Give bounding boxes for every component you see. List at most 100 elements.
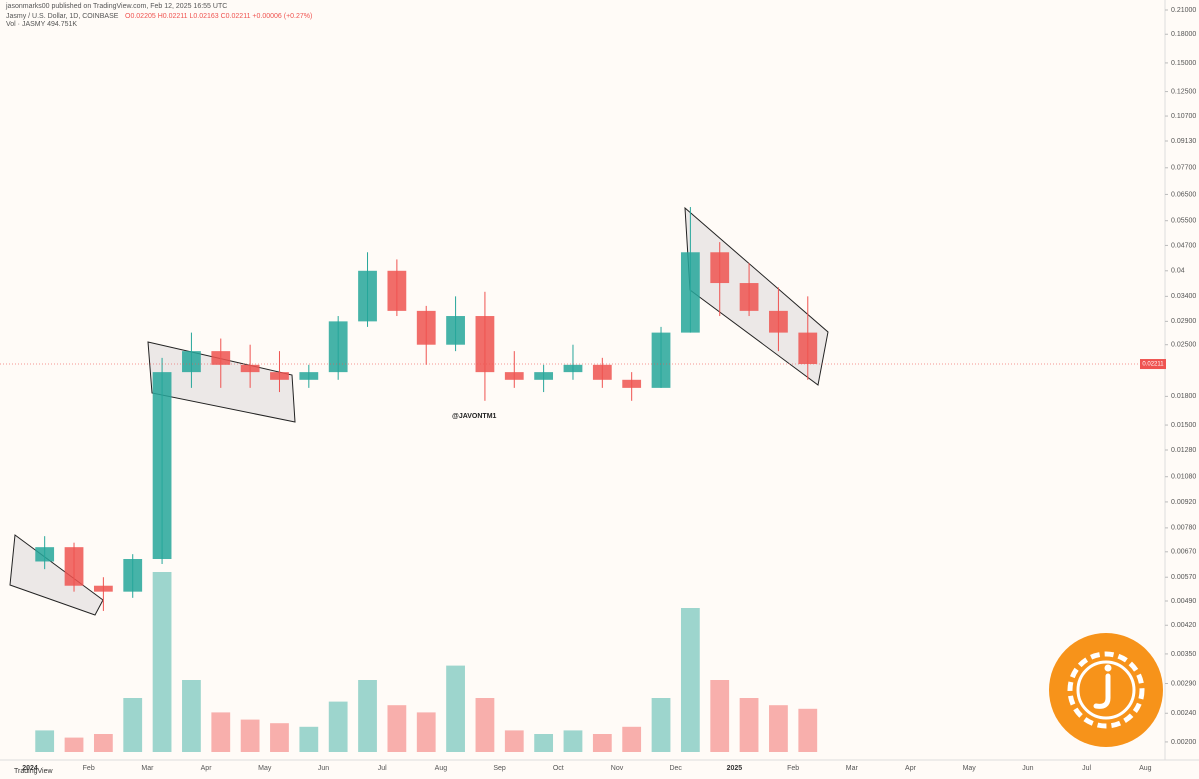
volume-bar bbox=[651, 698, 671, 752]
y-tick-label: 0.10700 bbox=[1171, 113, 1196, 120]
x-tick-label: Aug bbox=[1139, 765, 1152, 772]
y-tick-label: 0.01080 bbox=[1171, 474, 1196, 481]
x-tick-label: Jun bbox=[1022, 765, 1033, 772]
volume-bar bbox=[270, 723, 289, 752]
volume-bar bbox=[475, 698, 495, 752]
candle-body bbox=[240, 364, 260, 373]
x-tick-label: Feb bbox=[83, 765, 95, 772]
volume-bar bbox=[64, 737, 84, 752]
candle-body bbox=[123, 559, 143, 592]
logo-dot bbox=[1104, 664, 1112, 672]
candle-body bbox=[299, 372, 319, 380]
candle-body bbox=[35, 547, 55, 562]
y-tick-label: 0.00490 bbox=[1171, 598, 1196, 605]
logo-j bbox=[1093, 673, 1111, 709]
x-tick-label: Jul bbox=[378, 765, 387, 772]
y-tick-label: 0.00920 bbox=[1171, 499, 1196, 506]
x-tick-label: Dec bbox=[669, 765, 682, 772]
y-tick-label: 0.00200 bbox=[1171, 739, 1196, 746]
volume-bar bbox=[563, 730, 583, 752]
y-tick-label: 0.00350 bbox=[1171, 651, 1196, 658]
volume-bar bbox=[152, 572, 172, 752]
last-price-tag bbox=[1140, 359, 1166, 370]
y-tick-label: 0.00420 bbox=[1171, 622, 1196, 629]
x-tick-label: May bbox=[963, 765, 977, 772]
volume-bar bbox=[416, 712, 436, 752]
y-tick-label: 0.01800 bbox=[1171, 393, 1196, 400]
volume-bar bbox=[769, 705, 788, 752]
y-tick-label: 0.00570 bbox=[1171, 574, 1196, 581]
y-tick-label: 0.02900 bbox=[1171, 318, 1196, 325]
candle-body bbox=[710, 252, 730, 284]
x-tick-label: 2025 bbox=[727, 765, 743, 772]
candle-body bbox=[739, 283, 759, 311]
y-tick-label: 0.01280 bbox=[1171, 447, 1196, 454]
volume-bar bbox=[680, 608, 700, 752]
candle-body bbox=[680, 252, 700, 333]
volume-bar bbox=[328, 701, 348, 752]
volume-bar bbox=[93, 734, 113, 752]
logo bbox=[1049, 633, 1163, 747]
ohlc: O0.02205 H0.02211 L0.02163 C0.02211 +0.0… bbox=[125, 13, 312, 20]
y-tick-label: 0.03400 bbox=[1171, 293, 1196, 300]
x-tick-label: Apr bbox=[905, 765, 917, 772]
candle-body bbox=[446, 316, 465, 345]
x-tick-label: Mar bbox=[141, 765, 154, 772]
footer: TradingView bbox=[14, 768, 53, 775]
volume-bar bbox=[123, 698, 143, 752]
y-tick-label: 0.09130 bbox=[1171, 138, 1196, 145]
volume-bar bbox=[710, 680, 730, 752]
volume-bar bbox=[739, 698, 759, 752]
y-tick-label: 0.07700 bbox=[1171, 165, 1196, 172]
last-price-label: 0.02211 bbox=[1142, 362, 1164, 368]
y-tick-label: 0.01500 bbox=[1171, 422, 1196, 429]
y-tick-label: 0.04700 bbox=[1171, 242, 1196, 249]
candle-body bbox=[328, 321, 348, 373]
volume-bar bbox=[504, 730, 524, 752]
x-tick-label: Jul bbox=[1082, 765, 1091, 772]
volume-label: Vol · JASMY 494.751K bbox=[6, 21, 77, 28]
y-tick-label: 0.06500 bbox=[1171, 191, 1196, 198]
volume-bar bbox=[211, 712, 231, 752]
y-tick-label: 0.18000 bbox=[1171, 31, 1196, 38]
candle-body bbox=[622, 379, 642, 388]
candle-body bbox=[64, 547, 84, 586]
logo-ring bbox=[1076, 660, 1136, 720]
x-tick-label: Sep bbox=[493, 765, 506, 772]
candle-body bbox=[387, 270, 407, 311]
volume-bar bbox=[299, 726, 319, 752]
publisher: jasonmarks00 published on TradingView.co… bbox=[5, 3, 227, 10]
volume-bar bbox=[446, 665, 465, 752]
x-tick-label: Apr bbox=[201, 765, 213, 772]
x-tick-label: Nov bbox=[611, 765, 624, 772]
y-tick-label: 0.00780 bbox=[1171, 525, 1196, 532]
volume-bar bbox=[182, 680, 201, 752]
y-tick-label: 0.05500 bbox=[1171, 218, 1196, 225]
candle-body bbox=[182, 351, 201, 373]
y-tick-label: 0.00670 bbox=[1171, 549, 1196, 556]
y-tick-label: 0.21000 bbox=[1171, 7, 1196, 14]
watermark: @JAVONTM1 bbox=[452, 413, 497, 420]
candle-body bbox=[93, 585, 113, 592]
candle-body bbox=[769, 310, 788, 333]
x-tick-label: Jun bbox=[318, 765, 329, 772]
x-tick-label: May bbox=[258, 765, 272, 772]
volume-bar bbox=[798, 708, 818, 752]
candle-body bbox=[416, 310, 436, 345]
y-tick-label: 0.04 bbox=[1171, 268, 1185, 275]
volume-bar bbox=[622, 726, 642, 752]
candle-body bbox=[504, 372, 524, 380]
x-tick-label: Aug bbox=[435, 765, 448, 772]
x-tick-label: Oct bbox=[553, 765, 564, 772]
x-tick-label: Feb bbox=[787, 765, 799, 772]
candle-body bbox=[358, 270, 377, 322]
candle-body bbox=[270, 372, 289, 380]
candle-body bbox=[534, 372, 554, 380]
volume-bar bbox=[240, 719, 260, 752]
candle-body bbox=[651, 332, 671, 388]
y-tick-label: 0.00290 bbox=[1171, 680, 1196, 687]
volume-bar bbox=[35, 730, 55, 752]
volume-bar bbox=[387, 705, 407, 752]
